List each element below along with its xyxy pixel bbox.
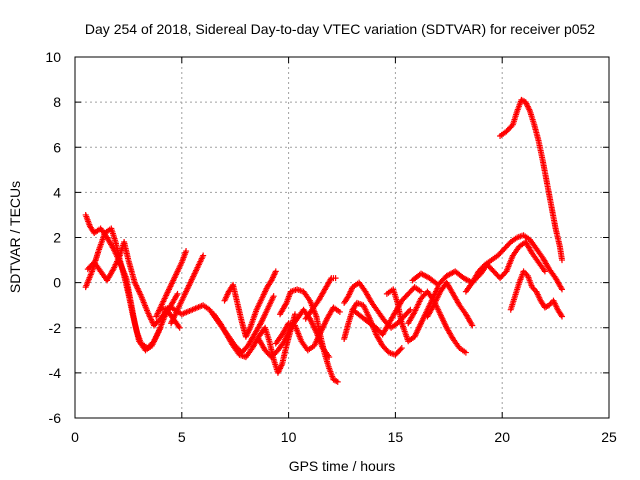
data-point [332, 275, 339, 282]
data-point [418, 288, 425, 295]
y-tick-label: -2 [49, 320, 62, 336]
x-tick-label: 5 [178, 429, 186, 445]
series-track-r [424, 279, 476, 329]
data-point [541, 268, 548, 275]
series-track-l [302, 275, 339, 322]
data-point [272, 268, 279, 275]
data-point [469, 322, 476, 329]
series-track-c [84, 239, 183, 331]
data-point [183, 248, 190, 255]
axis-ticks: 0 5 10 15 20 25 -6 -4 -2 0 2 4 6 8 10 [45, 49, 617, 445]
data-point [397, 346, 404, 353]
data-point [157, 324, 164, 331]
x-tick-label: 10 [281, 429, 297, 445]
y-tick-label: 2 [53, 230, 61, 246]
series-track-d [153, 248, 190, 320]
series-track-u [507, 268, 566, 320]
y-tick-label: 6 [53, 139, 61, 155]
data-point [558, 312, 565, 319]
data-point [292, 311, 299, 318]
data-point [462, 349, 469, 356]
data-point [270, 293, 277, 300]
plot-frame [74, 56, 610, 419]
y-tick-label: 4 [53, 184, 61, 200]
data-point [559, 257, 566, 264]
data-point [406, 308, 413, 315]
x-tick-label: 20 [494, 429, 510, 445]
y-tick-label: 8 [53, 94, 61, 110]
x-tick-label: 25 [601, 429, 617, 445]
data-point [407, 306, 414, 313]
data-point [336, 308, 343, 315]
data-point [508, 123, 515, 130]
series-track-h [221, 268, 279, 340]
series-track-k [272, 304, 343, 354]
series-track-o [349, 284, 425, 338]
y-tick-label: 10 [45, 49, 61, 65]
y-tick-label: 0 [53, 275, 61, 291]
series-track-t [462, 232, 566, 295]
x-axis-label: GPS time / hours [289, 458, 396, 474]
data-marks [82, 96, 566, 385]
x-tick-label: 15 [388, 429, 404, 445]
y-axis-label: SDTVAR / TECUs [7, 181, 23, 293]
x-tick-label: 0 [71, 429, 79, 445]
data-point [200, 252, 207, 259]
data-point [176, 324, 183, 331]
y-tick-label: -4 [49, 365, 62, 381]
series-track-v [497, 96, 566, 264]
data-point [559, 313, 566, 320]
data-point [334, 378, 341, 385]
data-point [559, 286, 566, 293]
chart-title: Day 254 of 2018, Sidereal Day-to-day VTE… [85, 21, 595, 37]
data-point [174, 290, 181, 297]
y-tick-label: -6 [49, 410, 62, 426]
data-point [398, 345, 405, 352]
